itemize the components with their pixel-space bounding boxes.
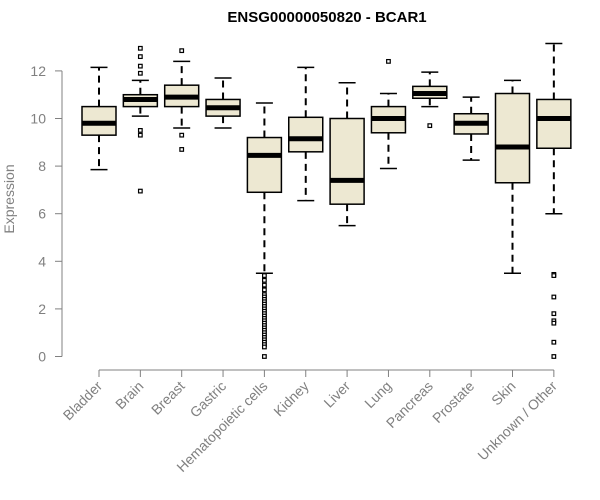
- outlier-point: [137, 70, 143, 76]
- x-tick-label: Lung: [361, 378, 394, 411]
- outlier-point: [386, 58, 391, 64]
- outlier-point: [262, 344, 267, 350]
- y-tick-label: 4: [38, 253, 46, 269]
- outlier-point: [262, 273, 267, 278]
- x-tick-label: Liver: [320, 378, 353, 411]
- outlier-point: [137, 45, 143, 51]
- y-tick-label: 0: [38, 349, 46, 365]
- y-tick-label: 2: [38, 301, 46, 317]
- y-tick-label: 6: [38, 206, 46, 222]
- x-tick-label: Kidney: [270, 378, 312, 420]
- outlier-point: [137, 188, 143, 194]
- x-tick-label: Skin: [488, 378, 519, 409]
- outlier-point: [551, 339, 557, 345]
- x-tick-label: Breast: [148, 378, 188, 418]
- outlier-point: [551, 294, 557, 300]
- box-group: [370, 58, 407, 170]
- y-tick-label: 8: [38, 158, 46, 174]
- outlier-point: [179, 132, 185, 138]
- box-group: [412, 71, 448, 129]
- y-axis: 0 2 4 6 8 10 12: [30, 63, 63, 365]
- outlier-point: [262, 277, 267, 283]
- outlier-point: [427, 123, 433, 129]
- outlier-point: [551, 311, 557, 317]
- outlier-point: [137, 128, 143, 133]
- outlier-point: [262, 282, 267, 288]
- outlier-point: [179, 147, 185, 152]
- outlier-point: [262, 354, 267, 359]
- box-group: [122, 45, 159, 194]
- x-tick-label: Bladder: [60, 378, 106, 424]
- outlier-point: [551, 320, 557, 326]
- x-tick-label: Brain: [112, 378, 146, 412]
- box-group: [163, 48, 200, 152]
- boxes: [81, 42, 572, 359]
- box-group: [494, 79, 531, 274]
- outlier-point: [262, 287, 267, 293]
- outlier-point: [137, 54, 143, 60]
- outlier-point: [179, 48, 185, 54]
- box-group: [453, 96, 489, 161]
- box-group: [81, 66, 117, 171]
- x-tick-label: Prostate: [429, 378, 477, 426]
- chart-title: ENSG00000050820 - BCAR1: [227, 9, 426, 26]
- y-axis-label: Expression: [1, 164, 17, 233]
- box-group: [246, 102, 283, 359]
- y-tick-label: 10: [30, 111, 46, 127]
- box-iqr: [494, 92, 531, 184]
- box-iqr: [329, 117, 365, 205]
- y-tick-label: 12: [30, 63, 46, 79]
- outlier-point: [551, 273, 557, 278]
- outlier-point: [551, 354, 557, 359]
- box-group: [288, 66, 324, 202]
- box-group: [329, 82, 365, 227]
- box-iqr: [246, 136, 283, 194]
- outlier-point: [137, 63, 143, 69]
- box-iqr: [288, 116, 324, 153]
- box-group: [536, 42, 572, 359]
- outlier-point: [137, 132, 143, 138]
- box-iqr: [536, 98, 572, 149]
- box-group: [205, 77, 241, 129]
